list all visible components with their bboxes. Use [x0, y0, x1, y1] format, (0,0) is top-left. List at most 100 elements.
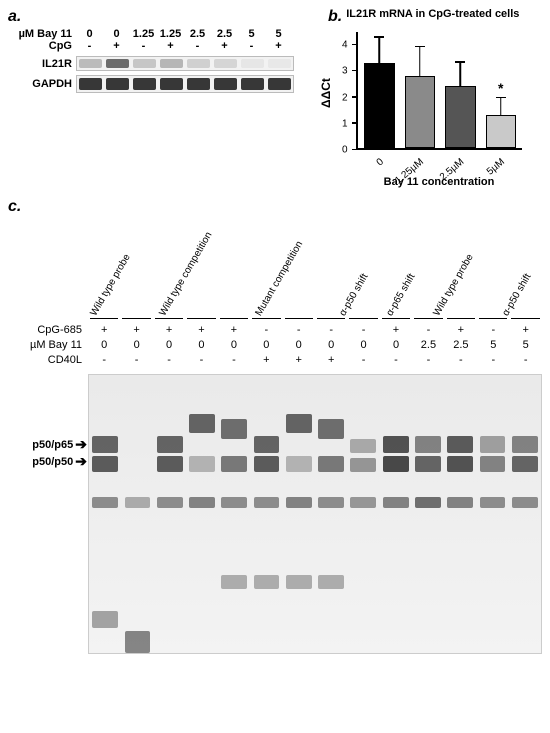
lane-underline	[155, 318, 183, 319]
condition-cell: -	[347, 323, 379, 338]
condition-cell: +	[185, 323, 217, 338]
condition-cell: -	[412, 353, 444, 368]
gel-band	[383, 497, 409, 508]
condition-cell: -	[347, 353, 379, 368]
blot-band	[133, 59, 156, 68]
condition-cell: -	[315, 323, 347, 338]
condition-cell: +	[88, 323, 120, 338]
gel-band	[221, 456, 247, 473]
condition-cell: 5	[509, 338, 541, 353]
condition-values: +++++----+-+-+	[88, 323, 542, 338]
lane-underline	[479, 318, 507, 319]
blot-image	[76, 75, 294, 93]
condition-cell: +	[250, 353, 282, 368]
gel-band	[254, 575, 280, 589]
y-tick-label: 3	[342, 66, 348, 77]
condition-row: µM Bay 1100000000002.52.555	[8, 338, 542, 353]
lane-underline	[382, 318, 410, 319]
gel-lane	[444, 375, 476, 653]
arrow-text: p50/p50	[32, 456, 73, 468]
gel-band	[221, 575, 247, 589]
bay-value: 0	[103, 28, 130, 40]
y-tick-mark	[352, 44, 356, 46]
condition-cell: 0	[347, 338, 379, 353]
significance-star: *	[498, 80, 503, 96]
gel-lane	[89, 375, 121, 653]
error-cap	[415, 46, 425, 48]
blot-band	[133, 78, 156, 90]
chart-title: IL21R mRNA in CpG-treated cells	[346, 8, 519, 20]
bay-value: 2.5	[184, 28, 211, 40]
lane-underline	[349, 318, 377, 319]
gel-band	[92, 497, 118, 508]
error-bar	[419, 47, 421, 76]
blot-band	[106, 78, 129, 90]
gel-band	[415, 436, 441, 453]
lane-underline	[414, 318, 442, 319]
gel-band	[189, 414, 215, 433]
condition-cell: +	[380, 323, 412, 338]
y-tick-mark	[352, 149, 356, 151]
condition-cell: 5	[477, 338, 509, 353]
lane-underline	[187, 318, 215, 319]
y-tick-label: 1	[342, 118, 348, 129]
cpg-value: +	[157, 40, 184, 52]
lane-underline	[317, 318, 345, 319]
condition-cell: 0	[380, 338, 412, 353]
y-tick-mark	[352, 122, 356, 124]
cpg-value: -	[76, 40, 103, 52]
gel-band	[286, 414, 312, 433]
blot-band	[160, 59, 183, 68]
gel-band	[350, 439, 376, 453]
cpg-value: +	[211, 40, 238, 52]
condition-cell: -	[412, 323, 444, 338]
condition-values: 00000000002.52.555	[88, 338, 542, 353]
condition-cell: 0	[218, 338, 250, 353]
gel-band	[221, 419, 247, 438]
bar	[364, 63, 395, 148]
gel-band	[480, 456, 506, 473]
panel-c: c. Wild type probeWild type competitionM…	[8, 198, 542, 654]
emsa-lane-labels: Wild type probeWild type competitionMuta…	[8, 218, 542, 318]
gel-band	[480, 436, 506, 453]
gel-band	[157, 436, 183, 453]
condition-values: -----+++------	[88, 353, 542, 368]
gel-band	[157, 497, 183, 508]
gel-band	[512, 456, 538, 473]
condition-cell: -	[445, 353, 477, 368]
error-cap	[374, 36, 384, 38]
gel-band	[415, 497, 441, 508]
lane-underline	[285, 318, 313, 319]
condition-cell: +	[445, 323, 477, 338]
blot-band	[187, 59, 210, 68]
gel-lane	[121, 375, 153, 653]
x-axis-title: Bay 11 concentration	[356, 176, 522, 188]
cpg-row-label: CpG	[8, 40, 76, 52]
gel-band	[318, 497, 344, 508]
gel-band	[350, 458, 376, 472]
gel-lane	[347, 375, 379, 653]
condition-cell: -	[283, 323, 315, 338]
gel-lane	[218, 375, 250, 653]
x-tick-label: 5µM	[485, 156, 507, 177]
condition-cell: -	[218, 353, 250, 368]
gel-band	[92, 611, 118, 628]
condition-label: CpG-685	[8, 323, 88, 338]
condition-cell: 0	[250, 338, 282, 353]
condition-cell: 2.5	[445, 338, 477, 353]
condition-cell: -	[380, 353, 412, 368]
condition-cell: +	[283, 353, 315, 368]
condition-row: CpG-685+++++----+-+-+	[8, 323, 542, 338]
gel-band	[254, 456, 280, 473]
condition-label: µM Bay 11	[8, 338, 88, 353]
y-axis-label: ΔΔCt	[319, 78, 333, 108]
gel-band	[189, 456, 215, 473]
panel-a-label: a.	[8, 8, 328, 26]
blot-band	[79, 78, 102, 90]
gel-band	[480, 497, 506, 508]
gel-band	[512, 436, 538, 453]
bay-value: 1.25	[157, 28, 184, 40]
gel-band	[318, 419, 344, 438]
cpg-row-values: -+-+-+-+	[76, 40, 292, 52]
y-tick-mark	[352, 70, 356, 72]
